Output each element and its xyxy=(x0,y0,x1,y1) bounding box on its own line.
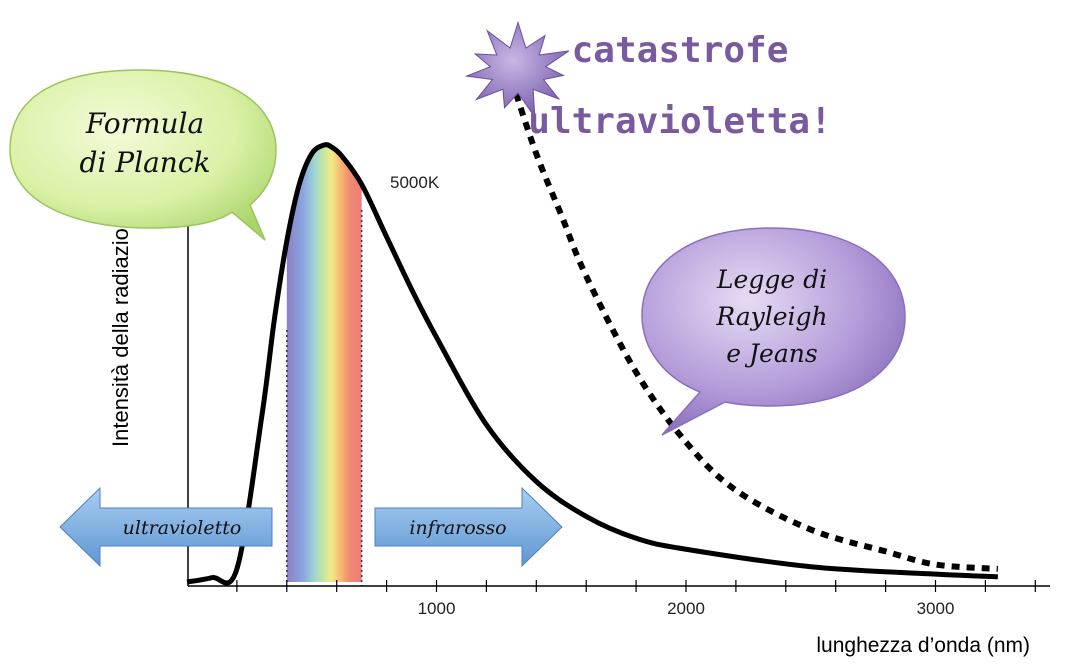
rj-callout-line1: Legge di xyxy=(716,265,827,294)
x-tick-label: 2000 xyxy=(667,599,705,618)
ultraviolet-arrow: ultravioletto xyxy=(59,486,273,568)
x-tick-label: 3000 xyxy=(917,599,955,618)
planck-callout: Formula di Planck xyxy=(9,69,277,241)
x-tick-label: 1000 xyxy=(418,599,456,618)
ultraviolet-arrow-label: ultravioletto xyxy=(123,517,242,539)
x-axis-tick-labels: 1000 2000 3000 xyxy=(418,599,955,618)
x-axis-minor-ticks xyxy=(236,580,1036,592)
explosion-star-icon xyxy=(464,20,570,119)
planck-callout-line1: Formula xyxy=(85,107,204,140)
infrared-arrow-label: infrarosso xyxy=(409,517,506,539)
x-axis-label: lunghezza d’onda (nm) xyxy=(816,634,1030,657)
rayleigh-jeans-callout: Legge di Rayleigh e Jeans xyxy=(641,227,906,436)
catastrophe-line1: catastrofe xyxy=(572,30,789,71)
planck-callout-line2: di Planck xyxy=(80,146,211,179)
rj-callout-line3: e Jeans xyxy=(726,339,817,368)
infrared-arrow: infrarosso xyxy=(374,486,563,568)
rayleigh-jeans-curve xyxy=(508,78,999,572)
y-axis-label-line1: Intensità della radiazione xyxy=(108,204,133,447)
rj-callout-line2: Rayleigh xyxy=(715,302,827,331)
catastrophe-line2: ultravioletta! xyxy=(528,101,831,142)
temperature-label: 5000K xyxy=(390,173,440,192)
planck-curve xyxy=(186,142,998,586)
visible-spectrum-band xyxy=(286,144,362,583)
